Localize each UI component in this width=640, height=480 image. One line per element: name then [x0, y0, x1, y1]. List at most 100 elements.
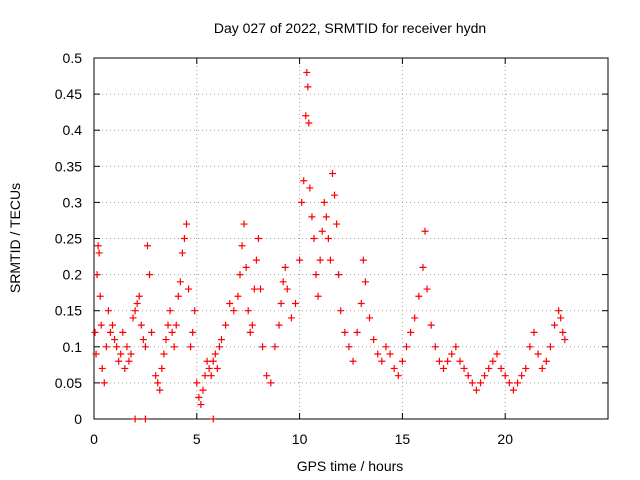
data-point — [119, 328, 127, 336]
data-point — [158, 364, 166, 372]
data-point — [514, 379, 522, 387]
data-point — [205, 364, 213, 372]
data-point — [133, 299, 141, 307]
data-point — [176, 278, 184, 286]
data-point — [497, 364, 505, 372]
data-point — [94, 242, 102, 250]
data-point — [187, 343, 195, 351]
data-point — [333, 220, 341, 228]
data-point — [191, 307, 199, 315]
data-point — [131, 307, 139, 315]
y-tick-label: 0.05 — [55, 375, 82, 391]
x-tick-label: 5 — [193, 431, 201, 447]
data-point — [359, 256, 367, 264]
data-point — [123, 343, 131, 351]
data-point — [310, 235, 318, 242]
y-tick-label: 0.45 — [55, 86, 82, 102]
y-tick-label: 0 — [74, 411, 82, 427]
data-point — [95, 249, 103, 257]
data-point — [248, 321, 256, 329]
data-point — [366, 314, 374, 322]
data-point — [452, 343, 460, 351]
data-point — [127, 350, 135, 358]
data-point — [117, 350, 125, 358]
data-point — [485, 364, 493, 372]
data-point — [170, 343, 178, 351]
data-point — [115, 357, 123, 365]
data-point — [111, 336, 119, 344]
data-point — [209, 415, 217, 423]
data-point — [91, 328, 99, 336]
data-point — [164, 321, 172, 329]
data-point — [431, 343, 439, 351]
data-point — [501, 372, 509, 380]
data-point — [374, 350, 382, 358]
tick-labels: 0 5 10 15 20 0 0.05 0.1 0.15 0.2 0.25 0.3 0.35 0.4 0.4… — [55, 50, 513, 447]
data-point — [427, 321, 435, 329]
data-point — [240, 220, 248, 228]
data-point — [394, 372, 402, 380]
data-point — [141, 415, 149, 423]
y-tick-label: 0.35 — [55, 158, 82, 174]
x-tick-label: 15 — [395, 431, 411, 447]
data-point — [331, 191, 339, 199]
data-point — [193, 379, 201, 387]
data-point — [308, 213, 316, 221]
data-point — [160, 350, 168, 358]
data-point — [201, 372, 209, 380]
data-point — [403, 343, 411, 351]
data-point — [328, 170, 336, 178]
data-point — [267, 379, 275, 387]
data-point — [423, 285, 431, 293]
data-point — [335, 271, 343, 279]
data-point — [215, 343, 223, 351]
data-point — [213, 364, 221, 372]
data-point — [97, 321, 105, 329]
data-point — [271, 343, 279, 351]
data-point — [148, 328, 156, 336]
data-point — [460, 364, 468, 372]
data-point — [518, 372, 526, 380]
data-point — [300, 177, 308, 185]
data-point — [139, 336, 147, 344]
data-point — [154, 379, 162, 387]
data-point — [314, 292, 322, 300]
data-point — [303, 68, 311, 76]
chart-title: Day 027 of 2022, SRMTID for receiver hyd… — [214, 20, 486, 36]
data-point — [493, 350, 501, 358]
data-point — [415, 292, 423, 300]
data-point — [96, 292, 104, 300]
data-point — [440, 364, 448, 372]
data-point — [135, 292, 143, 300]
data-point — [551, 321, 559, 329]
data-point — [263, 372, 271, 380]
data-point — [183, 220, 191, 228]
x-axis-label: GPS time / hours — [297, 458, 404, 474]
data-point — [143, 242, 151, 250]
data-point — [156, 386, 164, 394]
data-point — [242, 263, 250, 271]
data-point — [207, 372, 215, 380]
data-point — [222, 321, 230, 329]
data-point — [298, 198, 306, 206]
data-point — [349, 357, 357, 365]
data-point — [472, 386, 480, 394]
data-point — [141, 343, 149, 351]
data-point — [281, 263, 289, 271]
data-point — [109, 321, 117, 329]
data-point — [370, 336, 378, 344]
data-point — [505, 379, 513, 387]
data-point — [275, 321, 283, 329]
data-point — [106, 328, 114, 336]
y-tick-label: 0.3 — [63, 194, 83, 210]
data-point — [357, 299, 365, 307]
data-point — [481, 372, 489, 380]
y-tick-label: 0.25 — [55, 231, 82, 247]
data-point — [146, 271, 154, 279]
data-point — [456, 357, 464, 365]
data-point — [244, 307, 252, 315]
data-point — [382, 343, 390, 351]
data-point — [509, 386, 517, 394]
data-point — [168, 328, 176, 336]
